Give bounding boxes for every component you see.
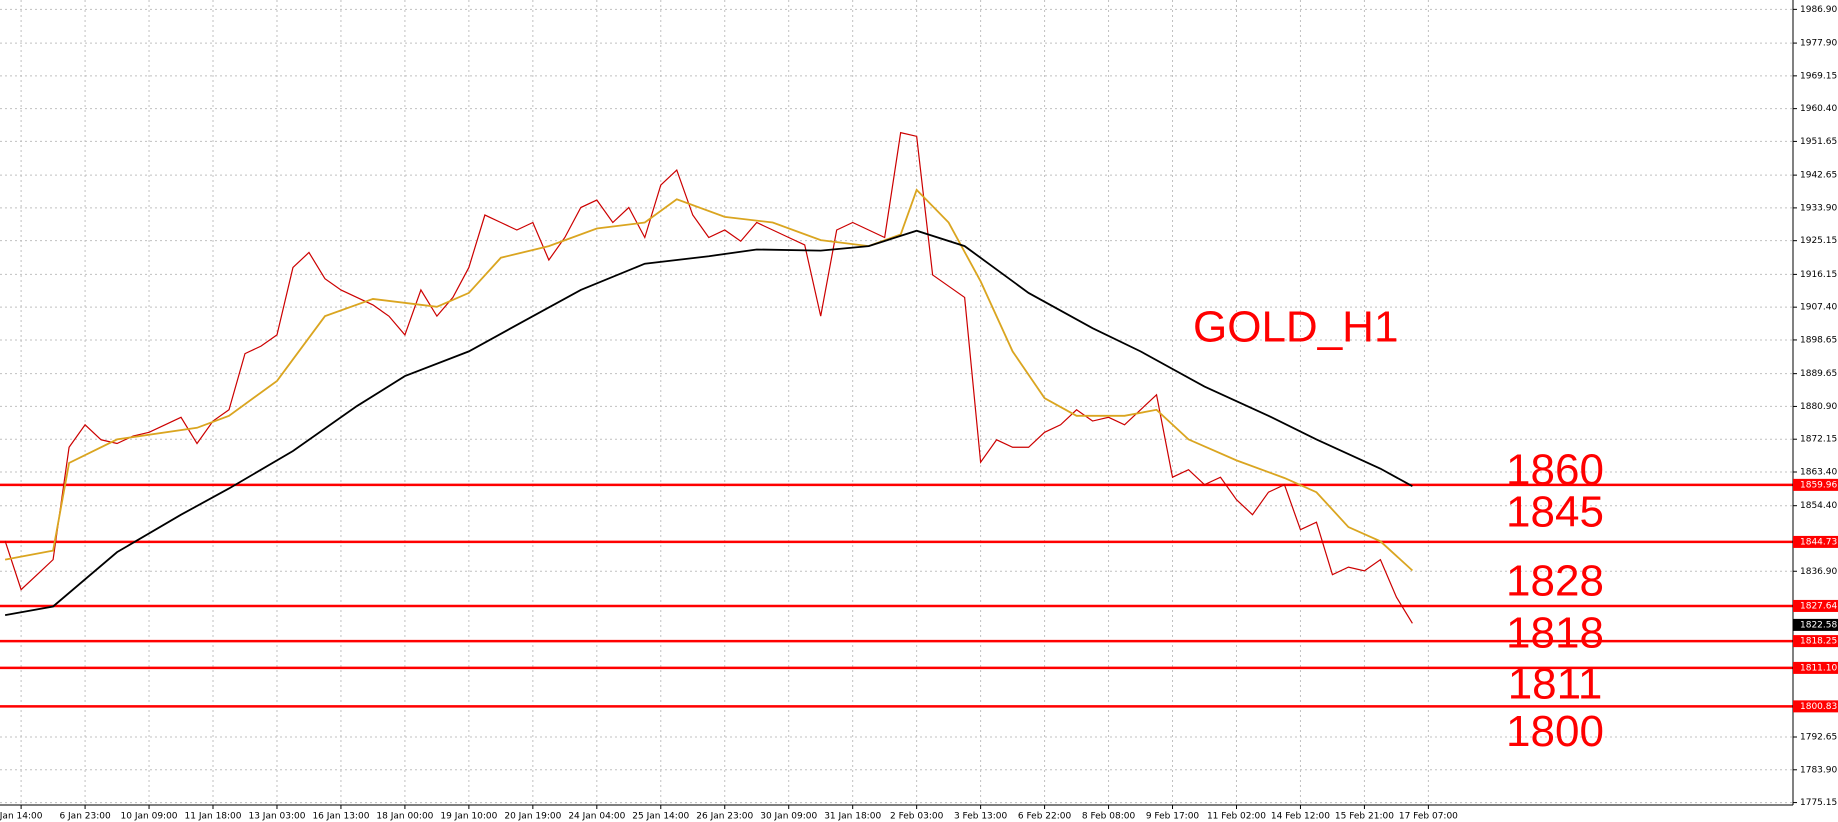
y-tick-label: 1942.65	[1800, 171, 1837, 181]
x-tick-label: 15 Feb 21:00	[1335, 812, 1394, 822]
level-annotation: 1800	[1506, 707, 1604, 756]
x-tick-label: 6 Feb 22:00	[1018, 812, 1072, 822]
x-tick-label: 20 Jan 19:00	[504, 812, 561, 822]
y-tick-label: 1986.90	[1800, 5, 1837, 15]
level-price-box	[1793, 478, 1838, 491]
series-line	[4, 131, 1413, 624]
level-price-box	[1793, 700, 1838, 713]
y-tick-label: 1933.90	[1800, 203, 1837, 213]
y-tick-label: 1889.65	[1800, 369, 1837, 379]
level-price-box	[1793, 535, 1838, 548]
x-tick-label: 9 Feb 17:00	[1146, 812, 1200, 822]
y-tick-label: 1775.15	[1800, 798, 1837, 808]
x-tick-label: 19 Jan 10:00	[440, 812, 497, 822]
levels	[0, 483, 1793, 708]
y-tick-label: 1880.90	[1800, 402, 1837, 412]
y-tick-label: 1783.90	[1800, 765, 1837, 775]
x-tick-label: 16 Jan 13:00	[312, 812, 369, 822]
x-tick-label: 10 Jan 09:00	[121, 812, 178, 822]
x-tick-label: 13 Jan 03:00	[248, 812, 305, 822]
level-price-box	[1793, 661, 1838, 674]
level-price-label: 1844.73	[1800, 537, 1837, 547]
level-annotation: 1828	[1506, 557, 1604, 606]
y-tick-label: 1969.15	[1800, 71, 1837, 81]
x-tick-label: 24 Jan 04:00	[568, 812, 625, 822]
x-tick-label: 8 Feb 08:00	[1082, 812, 1136, 822]
grid	[0, 0, 1793, 805]
x-tick-label: 11 Feb 02:00	[1207, 812, 1266, 822]
level-price-box	[1793, 599, 1838, 612]
series-line	[4, 188, 1414, 572]
y-tick-label: 1960.40	[1800, 104, 1837, 114]
x-tick-label: 26 Jan 23:00	[696, 812, 753, 822]
x-tick-label: 18 Jan 00:00	[376, 812, 433, 822]
level-price-label: 1818.25	[1800, 637, 1837, 647]
y-tick-label: 1854.40	[1800, 501, 1837, 511]
x-tick-label: 3 Feb 13:00	[954, 812, 1008, 822]
x-tick-label: 11 Jan 18:00	[185, 812, 242, 822]
x-tick-label: 25 Jan 14:00	[632, 812, 689, 822]
y-tick-label: 1872.15	[1800, 435, 1837, 445]
y-tick-label: 1863.40	[1800, 467, 1837, 477]
last-price-box	[1793, 618, 1838, 631]
chart-title: GOLD_H1	[1193, 303, 1398, 352]
x-tick-label: 31 Jan 18:00	[824, 812, 881, 822]
y-tick-label: 1907.40	[1800, 303, 1837, 313]
y-tick-label: 1792.65	[1800, 733, 1837, 743]
level-price-label: 1859.96	[1800, 480, 1837, 490]
level-annotation: 1811	[1508, 660, 1603, 709]
level-price-box	[1793, 635, 1838, 648]
level-annotation: 1818	[1506, 609, 1604, 658]
y-tick-label: 1836.90	[1800, 567, 1837, 577]
series-line	[4, 229, 1413, 616]
y-tick-label: 1951.65	[1800, 137, 1837, 147]
x-tick-label: 14 Feb 12:00	[1271, 812, 1330, 822]
x-tick-label: 2 Feb 03:00	[890, 812, 944, 822]
plot	[4, 131, 1414, 624]
x-tick-label: Jan 14:00	[0, 812, 43, 822]
level-price-label: 1811.10	[1800, 663, 1837, 673]
x-tick-label: 6 Jan 23:00	[59, 812, 111, 822]
y-tick-label: 1925.15	[1800, 236, 1837, 246]
level-price-label: 1800.83	[1800, 702, 1837, 712]
y-tick-label: 1898.65	[1800, 335, 1837, 345]
y-tick-label: 1977.90	[1800, 39, 1837, 49]
level-annotation: 1845	[1506, 488, 1604, 537]
level-annotation: 1860	[1506, 445, 1604, 494]
y-tick-label: 1916.15	[1800, 270, 1837, 280]
level-price-label: 1827.64	[1800, 601, 1837, 611]
x-tick-label: 17 Feb 07:00	[1399, 812, 1458, 822]
x-tick-label: 30 Jan 09:00	[760, 812, 817, 822]
last-price-label: 1822.58	[1800, 620, 1837, 630]
